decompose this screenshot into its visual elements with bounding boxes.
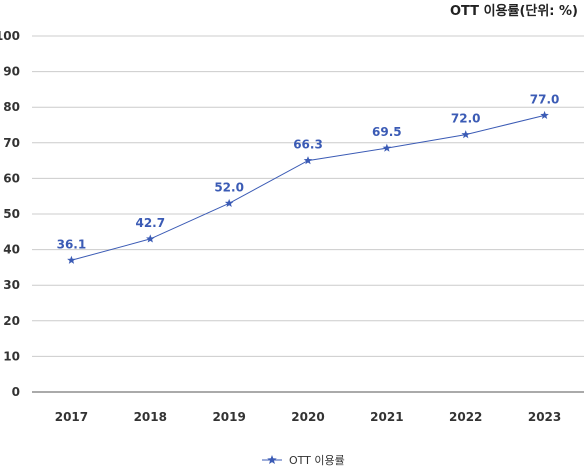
y-tick-label: 10	[3, 349, 20, 363]
data-label: 77.0	[530, 92, 560, 106]
data-point	[146, 234, 155, 243]
data-point	[540, 110, 549, 120]
data-point	[303, 156, 313, 165]
legend-marker	[267, 455, 277, 465]
x-tick-label: 2017	[55, 410, 88, 424]
y-tick-label: 30	[3, 278, 20, 292]
x-tick-label: 2022	[449, 410, 482, 424]
y-tick-label: 40	[3, 243, 20, 257]
y-tick-label: 70	[3, 136, 20, 150]
x-tick-label: 2018	[134, 410, 167, 424]
y-tick-label: 100	[0, 29, 20, 43]
y-tick-label: 60	[3, 171, 20, 185]
x-tick-label: 2023	[528, 410, 561, 424]
y-tick-label: 80	[3, 100, 20, 114]
data-label: 36.1	[57, 237, 87, 251]
legend-label: OTT 이용률	[289, 454, 345, 467]
x-tick-label: 2021	[370, 410, 403, 424]
x-tick-label: 2020	[291, 410, 324, 424]
unit-label: OTT 이용률(단위: %)	[449, 4, 578, 19]
data-point	[461, 130, 470, 139]
data-label: 66.3	[293, 138, 323, 152]
y-tick-label: 90	[3, 65, 20, 79]
data-label: 42.7	[135, 216, 165, 230]
x-tick-label: 2019	[212, 410, 245, 424]
data-label: 52.0	[214, 180, 244, 194]
y-tick-label: 50	[3, 207, 20, 221]
data-point	[67, 255, 76, 264]
data-point	[224, 198, 234, 207]
y-tick-label: 20	[3, 314, 20, 328]
data-label: 72.0	[451, 112, 481, 126]
y-tick-label: 0	[12, 385, 20, 399]
data-point	[382, 143, 392, 152]
data-label: 69.5	[372, 125, 402, 139]
